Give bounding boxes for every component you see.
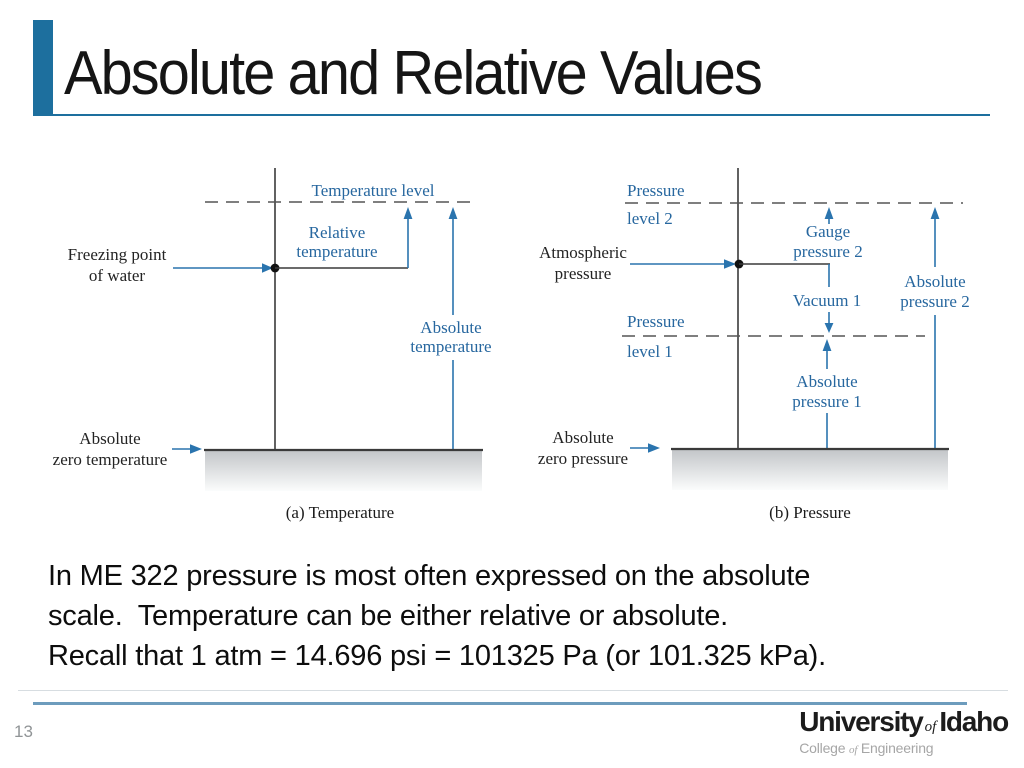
freezing-point-label: of water bbox=[89, 266, 146, 285]
body-text: In ME 322 pressure is most often express… bbox=[48, 556, 826, 676]
page-title: Absolute and Relative Values bbox=[64, 39, 763, 108]
absolute-zero-pressure-label: Absolute bbox=[552, 428, 613, 447]
relative-temperature-label: temperature bbox=[296, 242, 377, 261]
university-logo-wordmark: University of Idaho bbox=[799, 706, 1009, 737]
body-line-2: scale. Temperature can be either relativ… bbox=[48, 600, 729, 632]
absolute-zero-pressure-label: zero pressure bbox=[538, 449, 628, 468]
logo-idaho-text: Idaho bbox=[939, 706, 1009, 737]
university-logo: University of Idaho College of Engineeri… bbox=[799, 706, 1009, 756]
diagram-caption: (a) Temperature bbox=[286, 503, 394, 522]
footer-divider-light bbox=[18, 690, 1008, 691]
absolute-pressure1-label: pressure 1 bbox=[792, 392, 861, 411]
diagram-caption: (b) Pressure bbox=[769, 503, 851, 522]
freezing-point-label: Freezing point bbox=[68, 245, 167, 264]
relative-temperature-arrowhead-icon bbox=[403, 207, 413, 219]
absolute-temperature-arrowhead-icon bbox=[448, 207, 458, 219]
title-underline bbox=[52, 114, 990, 116]
vacuum1-arrowhead-icon bbox=[824, 323, 834, 333]
temperature-level-label: Temperature level bbox=[312, 181, 435, 200]
atmospheric-pressure-label: pressure bbox=[555, 264, 612, 283]
temperature-diagram: Temperature level Relative temperature F… bbox=[53, 168, 492, 522]
absolute-zero-pressure-arrowhead-icon bbox=[648, 443, 660, 453]
pressure-diagram: Pressure level 2 Atmospheric pressure Ga… bbox=[538, 168, 970, 522]
absolute-pressure2-label: Absolute bbox=[904, 272, 965, 291]
atmospheric-pressure-label: Atmospheric bbox=[539, 243, 627, 262]
body-line-1: In ME 322 pressure is most often express… bbox=[48, 560, 811, 592]
gauge-pressure2-arrowhead-icon bbox=[824, 207, 834, 219]
title-accent-bar bbox=[33, 20, 53, 116]
pressure-level1-label: level 1 bbox=[627, 342, 673, 361]
logo-engineering-text: Engineering bbox=[857, 740, 934, 756]
relative-temperature-label: Relative bbox=[309, 223, 366, 242]
ground bbox=[672, 449, 948, 490]
ground bbox=[205, 450, 482, 491]
vacuum1-label: Vacuum 1 bbox=[793, 291, 861, 310]
logo-university-text: University bbox=[799, 706, 924, 737]
absolute-temperature-label: temperature bbox=[410, 337, 491, 356]
pressure-level1-label: Pressure bbox=[627, 312, 685, 331]
atmospheric-pressure-arrowhead-icon bbox=[724, 259, 736, 269]
gauge-pressure2-label: pressure 2 bbox=[793, 242, 862, 261]
absolute-pressure1-label: Absolute bbox=[796, 372, 857, 391]
absolute-zero-label: zero temperature bbox=[53, 450, 168, 469]
absolute-pressure1-arrowhead-icon bbox=[822, 339, 832, 351]
logo-of-text: of bbox=[924, 719, 937, 735]
absolute-pressure2-label: pressure 2 bbox=[900, 292, 969, 311]
footer-divider bbox=[33, 702, 967, 705]
absolute-temperature-label: Absolute bbox=[420, 318, 481, 337]
logo-of2-text: of bbox=[849, 744, 858, 756]
freezing-point-arrowhead-icon bbox=[262, 263, 273, 273]
logo-college-text: College bbox=[799, 740, 850, 756]
page-number: 13 bbox=[14, 722, 33, 741]
absolute-zero-label: Absolute bbox=[79, 429, 140, 448]
absolute-zero-arrowhead-icon bbox=[190, 444, 202, 454]
pressure-level2-label: level 2 bbox=[627, 209, 673, 228]
pressure-level2-label: Pressure bbox=[627, 181, 685, 200]
absolute-pressure2-arrowhead-icon bbox=[930, 207, 940, 219]
gauge-pressure2-label: Gauge bbox=[806, 222, 850, 241]
body-line-3: Recall that 1 atm = 14.696 psi = 101325 … bbox=[48, 640, 826, 672]
college-of-engineering-text: College of Engineering bbox=[799, 741, 1008, 756]
